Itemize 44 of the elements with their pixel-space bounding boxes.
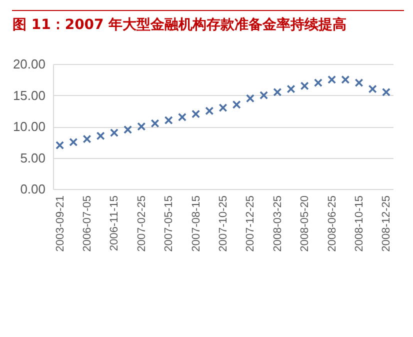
point: [341, 75, 350, 84]
point: [273, 88, 282, 96]
x-tick-label: 2008-12-25: [380, 196, 393, 252]
x-tick-label: 2008-05-20: [299, 196, 312, 252]
point: [96, 132, 105, 140]
x-tick-label: 2006-11-15: [108, 196, 121, 251]
y-tick-label: 20.00: [12, 56, 46, 72]
point: [110, 128, 118, 138]
y-tick-label: 10.00: [12, 119, 46, 134]
x-tick-label: 2007-02-25: [136, 196, 148, 252]
point: [328, 75, 336, 84]
x-tick-label: 2007-10-25: [218, 196, 230, 252]
x-tick-label: 2008-03-25: [272, 196, 284, 252]
point: [300, 82, 309, 90]
point: [218, 103, 228, 112]
point: [164, 116, 173, 125]
x-tick-label: 2007-12-25: [244, 196, 257, 252]
y-tick-label: 15.00: [12, 88, 46, 103]
y-tick-label: 0.00: [20, 182, 46, 196]
point: [69, 138, 78, 146]
x-tick-label: 2007-08-15: [190, 196, 202, 252]
point: [382, 88, 390, 96]
point: [124, 125, 132, 134]
point: [178, 112, 186, 122]
point: [260, 90, 268, 100]
point: [56, 140, 64, 150]
chart-title: 图 11：2007 年大型金融机构存款准备金率持续提高: [12, 16, 347, 33]
point: [137, 122, 146, 131]
point: [232, 100, 241, 109]
point: [82, 134, 92, 144]
point: [286, 84, 296, 94]
x-tick-label: 2008-06-25: [326, 196, 338, 252]
point: [246, 94, 254, 103]
point: [314, 78, 322, 88]
x-tick-label: 2003-09-21: [54, 196, 66, 252]
point: [192, 110, 200, 118]
x-tick-label: 2006-07-05: [82, 196, 94, 252]
point: [354, 78, 364, 88]
point: [205, 106, 214, 116]
x-tick-label: 2007-05-15: [163, 196, 176, 252]
point: [368, 84, 377, 94]
x-tick-label: 2008-10-15: [354, 196, 366, 252]
y-tick-label: 5.00: [20, 150, 46, 166]
point: [150, 119, 160, 128]
